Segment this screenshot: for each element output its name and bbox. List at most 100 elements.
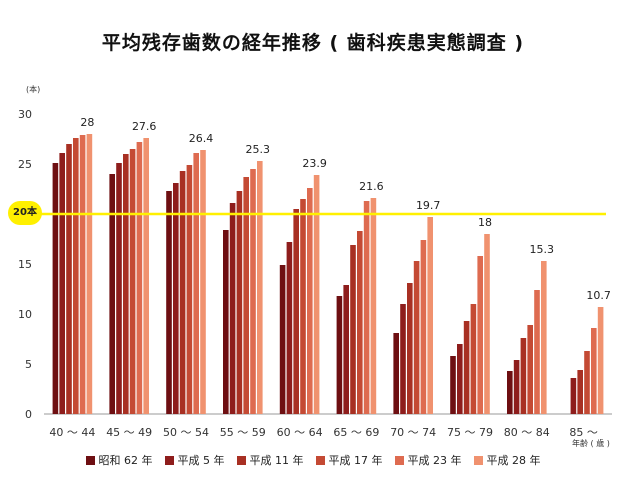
bar <box>463 321 470 414</box>
legend-item: 平成 28 年 <box>473 452 541 468</box>
bar <box>300 199 306 414</box>
legend-swatch <box>236 456 246 465</box>
bar <box>350 245 356 414</box>
y-tick-label: 30 <box>18 108 32 121</box>
bar <box>363 201 370 414</box>
bar <box>393 333 399 414</box>
bar <box>513 360 520 414</box>
y-tick-label: 10 <box>18 308 32 321</box>
bar <box>129 149 136 414</box>
legend-item: 平成 5 年 <box>164 452 225 468</box>
bar <box>250 169 256 414</box>
bar <box>193 153 199 414</box>
bar <box>166 191 172 414</box>
legend-label: 平成 23 年 <box>407 454 462 467</box>
data-label: 15.3 <box>530 243 555 256</box>
data-labels-group: 28 27.6 26.4 25.3 23.9 21.6 19.7 18 15.3 10.7 <box>80 116 610 302</box>
bar <box>200 150 206 414</box>
legend-swatch <box>473 456 483 465</box>
bar <box>136 142 143 414</box>
bar <box>179 171 186 414</box>
bar <box>370 198 377 414</box>
legend-swatch <box>164 456 174 465</box>
data-label: 19.7 <box>416 199 441 212</box>
bar <box>507 371 513 414</box>
bar <box>457 344 463 414</box>
data-label: 25.3 <box>246 143 271 156</box>
legend: 昭和 62 年 平成 5 年 平成 11 年 平成 17 年 平成 23 年 平成 28 … <box>0 452 626 468</box>
bar <box>307 188 313 414</box>
bar <box>470 304 477 414</box>
x-category-label: 80 〜 84 <box>504 426 550 439</box>
x-category-label: 40 〜 44 <box>49 426 95 439</box>
data-label: 21.6 <box>359 180 384 193</box>
bar <box>279 265 286 414</box>
data-label: 18 <box>478 216 492 229</box>
bar <box>484 234 490 414</box>
bar <box>173 183 179 414</box>
chart-title: 平均残存歯数の経年推移 ( 歯科疾患実態調査 ) <box>101 32 525 54</box>
x-category-label: 70 〜 74 <box>390 426 436 439</box>
x-axis-category-labels: 40 〜 44 45 〜 49 50 〜 54 55 〜 59 60 〜 64 65 〜 … <box>49 426 597 439</box>
bar <box>116 163 122 414</box>
x-category-label: 85 〜 <box>569 426 598 439</box>
bar <box>286 242 293 414</box>
data-label: 10.7 <box>586 289 611 302</box>
bar <box>527 325 533 414</box>
y-axis-unit-label: (本) <box>26 84 40 94</box>
x-category-label: 45 〜 49 <box>106 426 152 439</box>
bar <box>400 304 406 414</box>
bar <box>66 144 72 414</box>
data-label: 28 <box>80 116 94 129</box>
bar <box>223 230 229 414</box>
x-category-label: 75 〜 79 <box>447 426 493 439</box>
legend-label: 平成 5 年 <box>177 454 225 467</box>
bar <box>450 356 456 414</box>
bar <box>79 135 86 414</box>
y-tick-label: 5 <box>25 358 32 371</box>
x-category-label: 60 〜 64 <box>277 426 323 439</box>
x-category-label: 65 〜 69 <box>333 426 379 439</box>
bar <box>143 138 149 414</box>
bar <box>597 307 604 414</box>
data-label: 23.9 <box>302 157 327 170</box>
bar <box>427 217 433 414</box>
legend-swatch <box>394 456 404 465</box>
data-label: 27.6 <box>132 120 157 133</box>
bar <box>229 203 236 414</box>
reference-line-badge: 20本 <box>8 201 42 225</box>
y-axis-ticks: 051015202530 <box>18 108 32 421</box>
bar <box>577 370 583 414</box>
bar <box>257 161 263 414</box>
bar <box>477 256 483 414</box>
legend-label: 平成 11 年 <box>249 454 304 467</box>
x-category-label: 55 〜 59 <box>220 426 266 439</box>
bars-group <box>52 134 604 414</box>
y-tick-label: 15 <box>18 258 32 271</box>
legend-swatch <box>85 456 95 465</box>
bar <box>570 378 577 414</box>
bar <box>236 191 243 414</box>
legend-item: 平成 17 年 <box>315 452 383 468</box>
bar <box>413 261 420 414</box>
bar <box>541 261 547 414</box>
legend-label: 昭和 62 年 <box>98 454 153 467</box>
bar <box>336 296 343 414</box>
y-tick-label: 25 <box>18 158 32 171</box>
data-label: 26.4 <box>189 132 214 145</box>
legend-label: 平成 28 年 <box>486 454 541 467</box>
x-category-label: 50 〜 54 <box>163 426 209 439</box>
bar <box>313 175 320 414</box>
bar <box>534 290 540 414</box>
bar <box>243 177 249 414</box>
bar <box>59 153 65 414</box>
legend-item: 平成 11 年 <box>236 452 304 468</box>
legend-label: 平成 17 年 <box>328 454 383 467</box>
legend-item: 昭和 62 年 <box>85 452 153 468</box>
legend-item: 平成 23 年 <box>394 452 462 468</box>
bar <box>86 134 93 414</box>
bar <box>520 338 527 414</box>
bar <box>584 351 590 414</box>
x-axis-unit-label: 年齢 ( 歳 ) <box>572 438 610 448</box>
